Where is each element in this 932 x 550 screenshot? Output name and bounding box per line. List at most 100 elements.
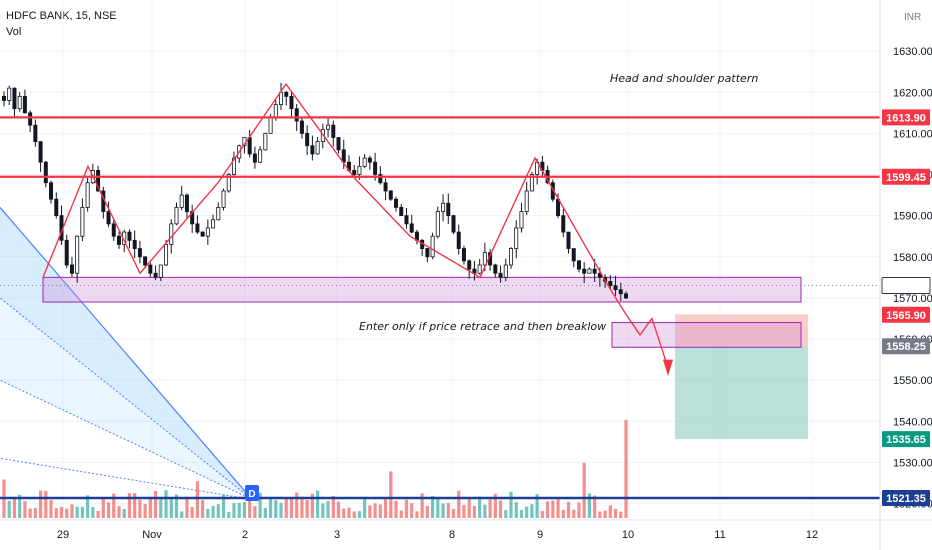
volume-bar — [436, 498, 440, 518]
date-marker-badge[interactable] — [245, 485, 259, 501]
volume-bar — [180, 511, 184, 518]
fan-ray — [0, 297, 253, 500]
zones-layer — [42, 276, 808, 440]
volume-bar — [613, 508, 618, 518]
volume-bar — [122, 509, 126, 518]
candle-body — [477, 264, 482, 274]
volume-bar — [195, 481, 199, 518]
entry-note-annotation[interactable]: Enter only if price retrace and then bre… — [359, 320, 606, 333]
candle-body — [38, 141, 43, 163]
volume-bar — [49, 499, 53, 518]
volume-bar — [331, 496, 335, 518]
x-tick-label: Nov — [142, 529, 162, 541]
candle-body — [498, 272, 503, 278]
candle-body — [404, 215, 409, 225]
tag-support: 1521.35 — [886, 493, 926, 505]
candle-body — [509, 248, 514, 266]
candle-body — [184, 194, 189, 212]
volume-bar — [404, 499, 409, 518]
candle-body — [456, 231, 461, 249]
volume-bar — [185, 496, 189, 518]
volume-bar — [44, 490, 48, 518]
volume-bar — [493, 493, 497, 518]
candle-body — [430, 235, 435, 258]
candle-body — [200, 231, 205, 237]
volume-bar — [28, 508, 32, 518]
x-tick-label: 9 — [537, 529, 543, 541]
candle-body — [54, 198, 59, 217]
volume-bar — [70, 504, 74, 518]
candle-body — [582, 268, 587, 274]
candle-body — [461, 248, 466, 262]
candle-body — [383, 182, 388, 192]
currency-badge[interactable]: INR — [904, 12, 922, 23]
volume-bar — [174, 494, 179, 518]
x-tick-label: 8 — [449, 529, 455, 541]
y-tick-label: 1550.00 — [893, 375, 932, 387]
volume-bar — [446, 502, 450, 518]
volume-bar — [525, 506, 529, 518]
volume-bar — [467, 498, 471, 518]
volume-bar — [519, 510, 524, 518]
tag-last-close: 1565.90 — [886, 310, 926, 322]
volume-bar — [593, 495, 597, 518]
volume-bar — [326, 500, 330, 518]
volume-bar — [106, 502, 111, 518]
candle-body — [226, 174, 231, 192]
candle-body — [503, 264, 508, 278]
candle-body — [106, 211, 111, 225]
candle-body — [529, 174, 534, 192]
candle-body — [587, 268, 592, 274]
volume-bar — [619, 511, 623, 518]
candle-body — [352, 170, 357, 175]
symbol-title[interactable]: HDFC BANK, 15, NSE — [6, 10, 117, 22]
tag-support-bg — [882, 489, 930, 506]
candle-body — [49, 182, 54, 200]
volume-bar — [80, 506, 85, 518]
candle-body — [624, 293, 629, 299]
candles-layer — [2, 82, 629, 302]
volume-bar — [383, 499, 388, 518]
volume-bar — [216, 504, 220, 518]
x-tick-label: 2 — [242, 529, 248, 541]
volume-bar — [472, 505, 477, 518]
volume-bar — [117, 506, 121, 518]
volume-bar — [572, 509, 576, 518]
volume-bar — [545, 501, 550, 518]
volume-bar — [232, 503, 236, 518]
volume-bar — [263, 507, 267, 518]
candle-body — [211, 219, 216, 229]
candle-body — [205, 227, 210, 237]
volume-bar — [153, 490, 158, 518]
volume-bar — [127, 493, 132, 518]
volume-bar — [624, 419, 628, 518]
volume-bar — [498, 500, 503, 518]
candle-body — [284, 91, 289, 97]
candle-body — [482, 252, 487, 266]
candle-body — [153, 272, 158, 278]
volume-bar — [112, 493, 116, 518]
volume-indicator-label[interactable]: Vol — [6, 26, 22, 38]
volume-bar — [451, 509, 456, 518]
volume-bar — [221, 494, 226, 518]
fan-ray — [0, 457, 253, 500]
volume-bar — [556, 499, 560, 518]
candle-body — [273, 104, 278, 118]
volume-bar — [399, 510, 403, 518]
volume-bar — [300, 496, 304, 518]
volume-bar — [279, 502, 283, 518]
volume-bar — [12, 499, 17, 518]
volume-bar — [38, 490, 43, 518]
volume-bar — [551, 500, 555, 518]
tag-target: 1535.65 — [886, 434, 926, 446]
volume-bar — [143, 504, 147, 518]
candle-body — [608, 281, 613, 286]
pattern-title-annotation[interactable]: Head and shoulder pattern — [610, 72, 758, 85]
fib-fan-drawing[interactable] — [0, 207, 253, 500]
head-shoulders-drawing[interactable] — [42, 82, 673, 377]
volume-bar — [237, 502, 241, 518]
candle-body — [127, 231, 132, 241]
volume-bar — [336, 501, 341, 518]
pattern-arrow-head — [663, 359, 673, 377]
